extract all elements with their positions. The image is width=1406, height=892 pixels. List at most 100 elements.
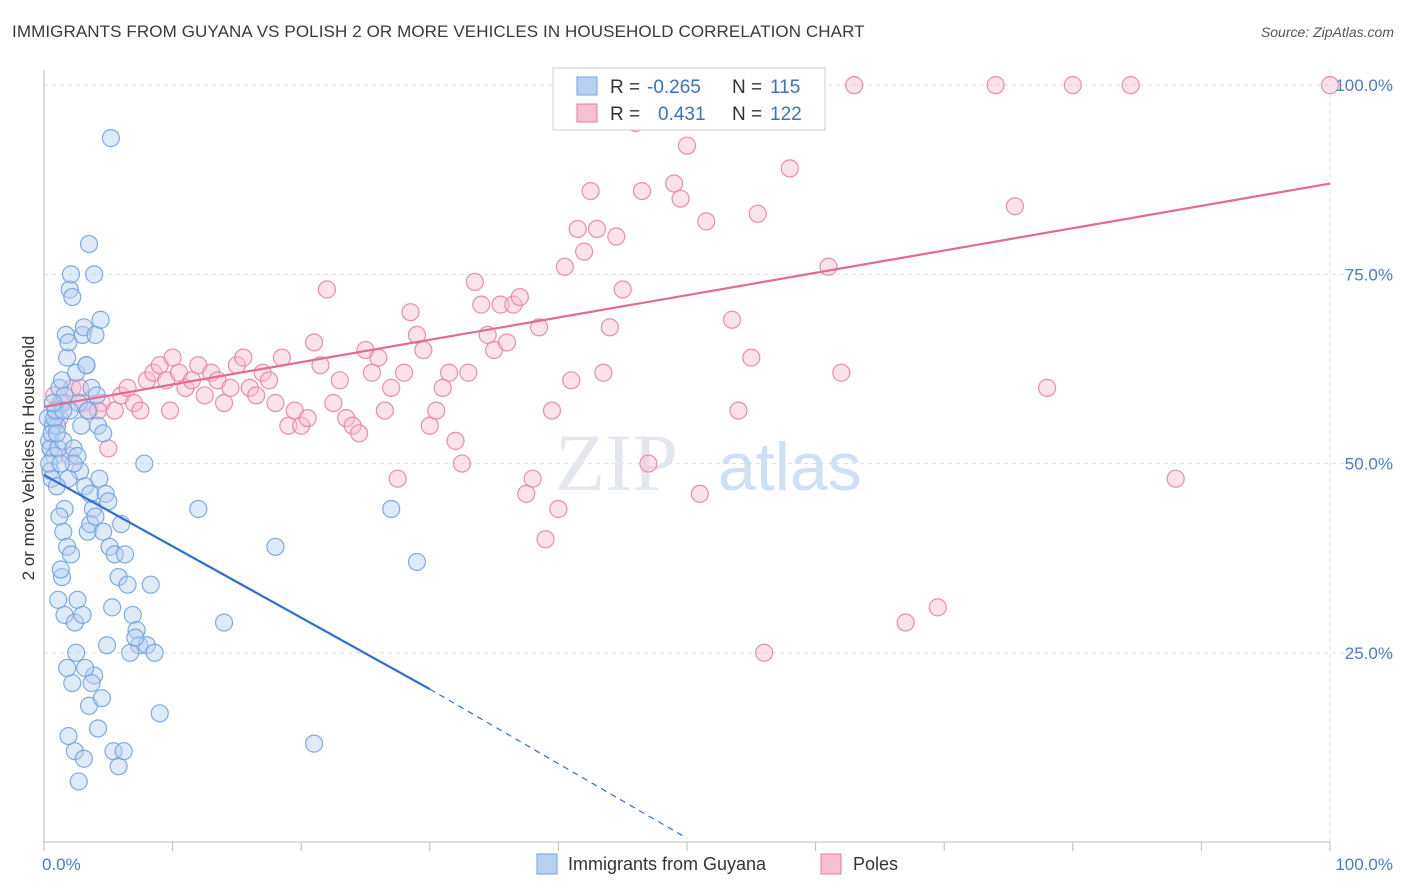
poles-point-6: [105, 401, 124, 420]
poles-point-111: [1063, 76, 1082, 95]
guyana-point-19: [58, 348, 77, 367]
grid: [44, 70, 1360, 842]
poles-point-73: [536, 530, 555, 549]
guyana-point-110: [382, 499, 401, 519]
poles-point-28: [247, 386, 266, 405]
x-tick-label-right: 100.0%: [1335, 855, 1393, 874]
poles-point-95: [697, 212, 716, 231]
legend-r-value-1: 0.431: [658, 104, 706, 125]
guyana-point-80: [103, 598, 122, 617]
poles-point-56: [427, 401, 446, 420]
guyana-point-88: [69, 772, 88, 791]
guyana-point-31: [79, 234, 99, 254]
y-tick-label-0: 25.0%: [1345, 644, 1393, 663]
poles-point-33: [279, 416, 298, 435]
poles-point-118: [88, 401, 108, 420]
guyana-point-85: [58, 658, 77, 678]
legend-swatch-poles: [576, 103, 598, 123]
guyana-point-97: [114, 742, 133, 761]
poles-point-120: [160, 401, 180, 420]
guyana-point-78: [145, 643, 164, 662]
poles-point-62: [465, 272, 484, 292]
poles-point-54: [414, 340, 433, 360]
poles-point-109: [1005, 197, 1025, 216]
poles-point-108: [986, 76, 1005, 95]
poles-point-79: [575, 242, 594, 261]
poles-point-20: [195, 386, 214, 405]
guyana-point-107: [214, 613, 234, 632]
legend-n-label-0: N =: [732, 77, 762, 98]
guyana-point-79: [150, 704, 169, 723]
guyana-point-27: [73, 325, 92, 345]
guyana-point-114: [43, 393, 63, 413]
guyana-point-55: [52, 567, 72, 587]
poles-point-60: [452, 454, 472, 473]
guyana-point-50: [50, 507, 69, 526]
poles-point-84: [607, 227, 626, 246]
poles-point-40: [324, 393, 343, 413]
poles-point-104: [832, 363, 851, 382]
poles-point-72: [530, 318, 549, 337]
poles-point-59: [446, 431, 465, 450]
poles-point-23: [214, 393, 234, 413]
guyana-point-103: [54, 401, 73, 420]
guyana-point-92: [88, 719, 108, 738]
y-axis-label: 2 or more Vehicles in Household: [19, 336, 38, 581]
guyana-point-70: [115, 545, 135, 564]
poles-point-94: [690, 484, 709, 503]
guyana-point-34: [86, 325, 105, 345]
guyana-point-86: [59, 726, 78, 746]
poles-point-75: [549, 499, 568, 519]
poles-point-51: [394, 363, 414, 382]
poles-point-50: [388, 469, 407, 488]
guyana-point-93: [92, 689, 111, 708]
poles-point-47: [369, 348, 388, 367]
bottom-legend-poles: Poles: [853, 854, 898, 874]
guyana-point-100: [47, 424, 66, 443]
poles-point-77: [562, 371, 581, 390]
poles-point-41: [330, 371, 349, 390]
legend-r-label-0: R =: [610, 77, 640, 98]
poles-point-44: [349, 424, 369, 443]
poles-point-10: [131, 401, 150, 420]
poles-point-31: [266, 393, 285, 413]
guyana-point-99: [126, 628, 145, 647]
guyana-point-83: [67, 643, 86, 662]
trend-lines: [43, 182, 1331, 839]
poles-point-46: [362, 363, 382, 382]
guyana-point-61: [73, 605, 92, 625]
guyana-trend-extension: [429, 688, 688, 839]
tick-labels: 25.0% 50.0% 75.0% 100.0% 0.0% 100.0%: [42, 76, 1393, 874]
legend-n-value-1: 122: [770, 104, 802, 125]
guyana-point-54: [61, 545, 81, 564]
poles-point-99: [742, 348, 761, 367]
guyana-point-38: [101, 129, 120, 148]
guyana-point-89: [74, 749, 93, 768]
bottom-legend-swatch-poles: [820, 853, 842, 875]
poles-point-92: [671, 189, 690, 208]
poles-point-107: [928, 598, 947, 617]
poles-points: [41, 76, 1340, 662]
guyana-point-60: [68, 590, 87, 609]
poles-point-110: [1037, 378, 1057, 397]
guyana-point-75: [135, 454, 154, 473]
legend-r-value-0: -0.265: [647, 77, 701, 98]
guyana-point-104: [77, 356, 96, 375]
poles-point-66: [491, 295, 510, 314]
poles-point-27: [240, 378, 259, 397]
guyana-point-26: [72, 416, 91, 435]
guyana-point-109: [304, 734, 324, 753]
poles-point-2: [63, 378, 82, 397]
poles-point-36: [298, 409, 317, 428]
axes: [43, 70, 1331, 851]
poles-point-114: [1320, 76, 1340, 95]
guyana-point-37: [94, 424, 113, 443]
poles-point-42: [337, 409, 356, 428]
guyana-point-59: [65, 613, 84, 632]
guyana-point-113: [51, 454, 70, 473]
guyana-point-108: [266, 537, 285, 556]
y-tick-label-3: 100.0%: [1335, 76, 1393, 95]
poles-point-119: [99, 439, 118, 458]
watermark-atlas: atlas: [718, 429, 862, 505]
